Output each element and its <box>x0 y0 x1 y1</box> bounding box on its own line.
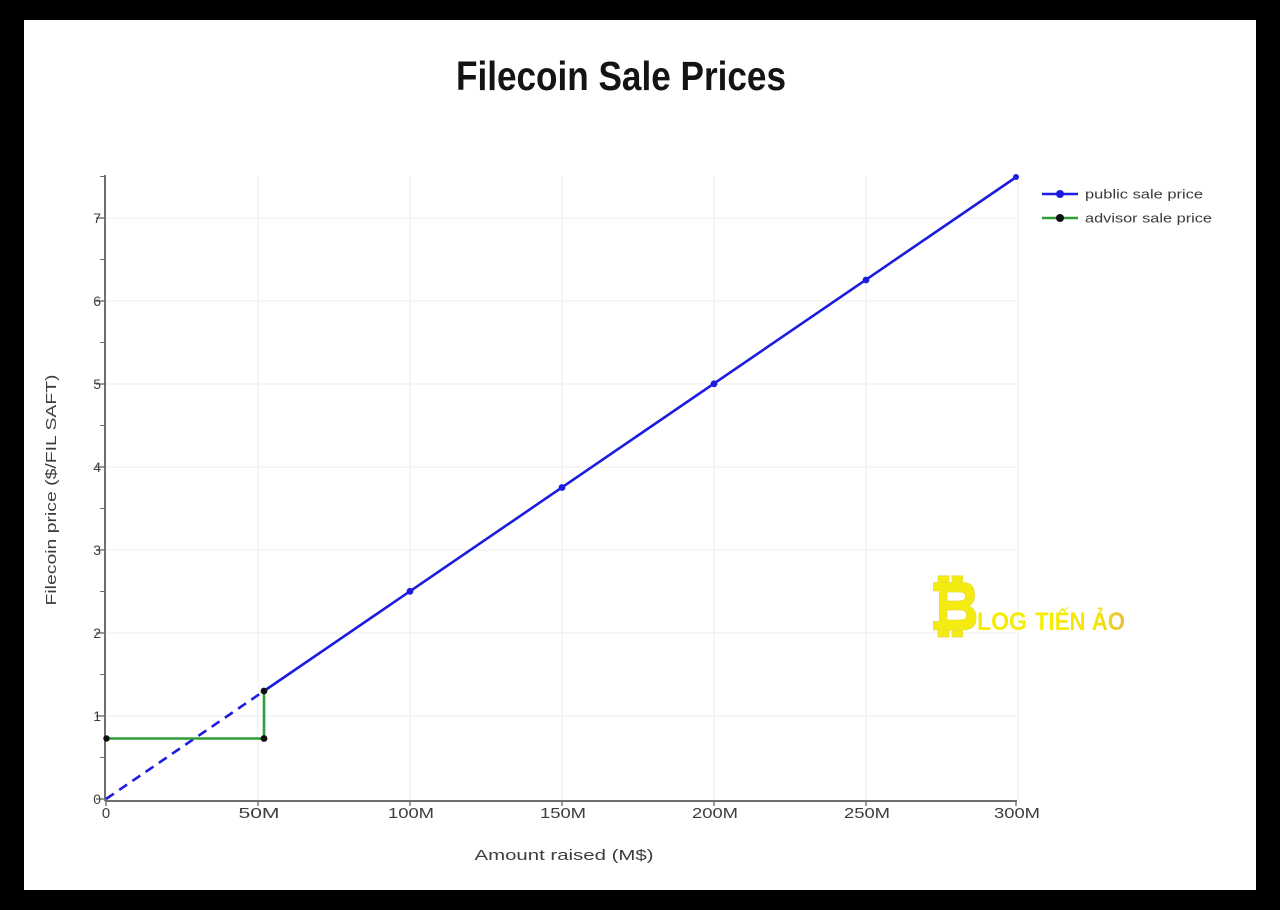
svg-text:TIẾN ẢO: TIẾN ẢO <box>1035 606 1125 636</box>
svg-text:Amount raised (M$): Amount raised (M$) <box>475 847 654 864</box>
svg-text:advisor sale price: advisor sale price <box>1085 211 1212 226</box>
svg-text:2: 2 <box>93 625 101 641</box>
svg-text:6: 6 <box>93 293 101 309</box>
svg-text:300M: 300M <box>994 805 1040 822</box>
svg-text:Filecoin price ($/FIL SAFT): Filecoin price ($/FIL SAFT) <box>43 374 60 605</box>
svg-text:public sale price: public sale price <box>1085 187 1203 202</box>
svg-text:150M: 150M <box>540 805 586 822</box>
svg-text:LOG: LOG <box>977 608 1027 636</box>
svg-text:3: 3 <box>93 542 101 558</box>
svg-text:4: 4 <box>93 459 101 475</box>
svg-text:0: 0 <box>102 805 110 822</box>
svg-text:250M: 250M <box>844 805 890 822</box>
svg-text:Filecoin Sale Prices: Filecoin Sale Prices <box>456 53 786 99</box>
svg-text:50M: 50M <box>239 805 280 822</box>
svg-text:0: 0 <box>93 791 101 807</box>
svg-text:5: 5 <box>93 376 101 392</box>
svg-text:100M: 100M <box>388 805 434 822</box>
svg-text:200M: 200M <box>692 805 738 822</box>
svg-text:1: 1 <box>93 708 101 724</box>
svg-text:7: 7 <box>93 210 101 226</box>
